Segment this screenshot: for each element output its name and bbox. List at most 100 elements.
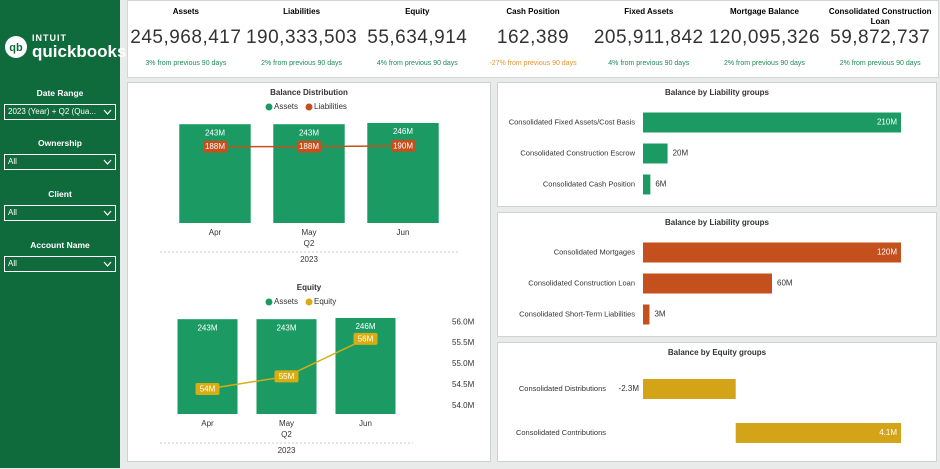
category-label: Consolidated Cash Position [543,179,635,188]
legend-marker [265,103,273,111]
chevron [103,109,112,115]
kpi-card: Assets 245,968,417 3% from previous 90 day… [128,1,244,77]
kpi-label: Liabilities [283,7,321,16]
logo: qb INTUIT quickbooks [4,34,126,60]
kpi-label: Fixed Assets [624,7,674,16]
bar [179,124,251,223]
dropdown[interactable]: All [4,154,116,170]
y2-tick-label: 56.0M [452,317,475,326]
kpi-label: Mortgage Balance [730,7,799,16]
y2-tick-label: 55.5M [452,338,475,347]
line-value-label: 56M [358,334,374,343]
svg-text:qb: qb [9,42,23,54]
filter-label: Client [48,189,72,199]
label-box [203,140,227,153]
bar-value-label: 243M [205,128,225,137]
bar [643,273,772,294]
kpi-value: 120,095,326 [708,27,821,48]
chevron [103,159,112,165]
bar [177,319,238,414]
bar-value-label: 20M [673,149,689,158]
y2-tick-label: 54.5M [452,380,475,389]
chart: Balance by Equity groups Consolidated Dis… [516,348,901,443]
kpi-value: 190,333,503 [245,27,358,48]
dropdown[interactable]: 2023 (Year) + Q2 (Qua... [4,104,116,120]
filter-label: Ownership [38,138,82,148]
label-box [274,370,299,383]
chart-title: Balance by Liability groups [665,218,770,227]
category-label: Consolidated Fixed Assets/Cost Basis [509,117,636,126]
kpi-label: Cash Position [506,7,560,16]
bar-value-label: 243M [197,323,217,332]
bar [643,112,901,133]
kpi-card: Liabilities 190,333,503 2% from previous 9… [244,1,360,77]
line-value-label: 55M [279,372,295,381]
x-group-label: 2023 [278,446,296,455]
bar-value-label: 243M [276,323,296,332]
category-label: Consolidated Distributions [519,384,606,393]
dropdown[interactable]: All [4,256,116,272]
right-panel: Balance by Equity groups Consolidated Dis… [497,342,937,462]
dropdown[interactable]: All [4,205,116,221]
kpi-card: Mortgage Balance 120,095,326 2% from previ… [707,1,823,77]
x-tick-label: Jun [397,228,410,237]
kpi-change: 4% from previous 90 days [376,60,458,67]
right-panel: Balance by Liability groups Consolidated … [497,212,937,337]
filter: Date Range 2023 (Year) + Q2 (Qua... [4,88,116,120]
x-tick-label: May [301,228,316,237]
filter-label: Account Name [30,240,90,250]
bar-value-label: 60M [777,279,793,288]
category-label: Consolidated Construction Escrow [520,148,635,157]
bar-value-label: 246M [355,322,375,331]
legend-marker [305,103,313,111]
x-group-label: 2023 [300,255,318,264]
kpi-card: Consolidated Construction Loan 59,872,737… [822,1,938,77]
y2-tick-label: 54.0M [452,401,475,410]
kpi-value: 245,968,417 [130,27,242,48]
line-value-label: 54M [200,385,216,394]
kpi-value: 205,911,842 [593,27,704,48]
x-subgroup-label: Q2 [281,430,292,439]
left-panel: Balance Distribution Assets Liabilities Apr… [127,82,491,462]
filter: Account Name All [4,240,116,272]
chart-title: Balance by Liability groups [665,88,770,97]
legend-marker [265,298,273,306]
bar [335,318,396,414]
bar [735,423,901,443]
x-tick-label: May [279,419,294,428]
line-value-label: 188M [205,142,225,151]
brand: INTUIT [32,33,67,43]
chart: Balance by Liability groups Consolidated … [509,88,901,195]
x-tick-label: Jun [359,419,372,428]
kpi-change: 4% from previous 90 days [608,60,690,67]
category-label: Consolidated Construction Loan [528,278,635,287]
label-box [195,382,220,395]
legend-label: Assets [274,297,298,306]
bar [273,124,345,223]
bar-value-label: 6M [655,180,666,189]
chevron [103,210,112,216]
label-box [391,139,415,152]
line-value-label: 190M [393,141,413,150]
product: quickbooks [32,42,127,61]
kpi-label: Consolidated Construction Loan [828,7,932,26]
kpi-label: Assets [172,7,199,16]
chart-title: Balance Distribution [270,88,348,97]
legend-label: Assets [274,102,298,111]
x-subgroup-label: Q2 [304,239,315,248]
line-value-label: 188M [299,142,319,151]
bar-value-label: -2.3M [619,384,640,393]
kpi-value: 162,389 [496,27,570,48]
label-box [297,140,321,153]
kpi-card: Cash Position 162,389 -27% from previous 9… [475,1,591,77]
chart-title: Balance by Equity groups [668,348,767,357]
kpi-card: Fixed Assets 205,911,842 4% from previous … [591,1,707,77]
bar [643,143,668,164]
x-tick-label: Apr [201,419,214,428]
chart-title: Equity [297,283,322,292]
kpi-value: 55,634,914 [367,27,468,48]
bar-value-label: 246M [393,127,413,136]
kpi-label: Equity [405,7,430,16]
bar [643,379,736,399]
